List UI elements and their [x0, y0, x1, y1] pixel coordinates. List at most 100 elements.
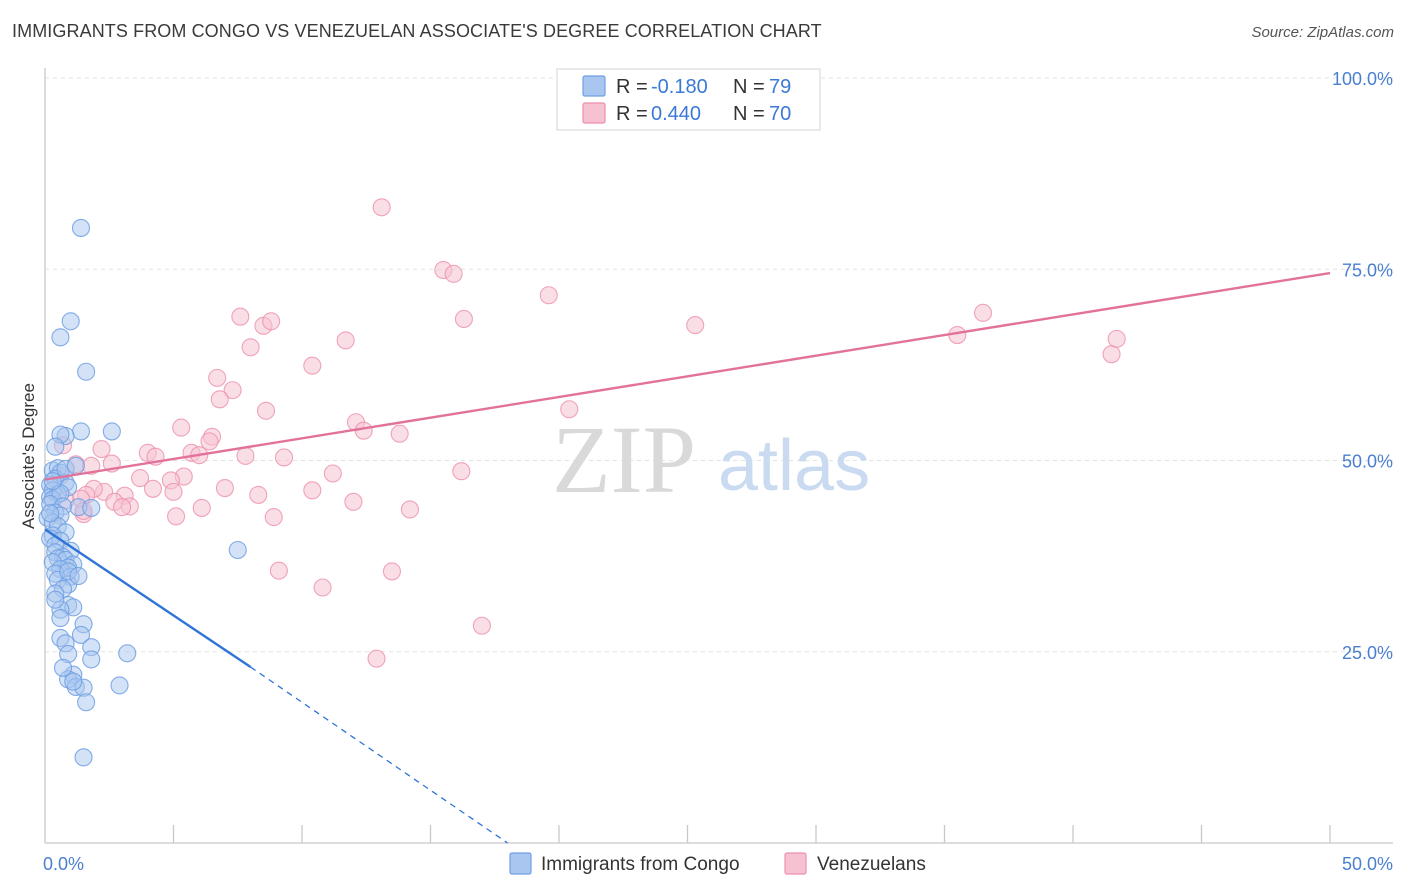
- venezuelans-point-31: [274, 448, 294, 467]
- x-tick-labels: 0.0% 50.0%: [43, 854, 1393, 874]
- bottom-legend-venezuelans: Venezuelans: [817, 854, 926, 875]
- congo-point-5: [71, 422, 91, 441]
- venezuelans-point-64: [269, 561, 288, 580]
- bottom-legend-swatch-venezuelans: [784, 852, 807, 875]
- venezuelans-point-17: [223, 381, 242, 400]
- congo-point-73: [41, 504, 60, 523]
- venezuelans-point-66: [313, 578, 332, 597]
- congo-point-3: [77, 362, 96, 381]
- congo-point-4: [102, 422, 121, 441]
- y-tick-labels: 100.0% 75.0% 50.0% 25.0%: [1332, 69, 1393, 663]
- gridlines: [45, 77, 1393, 653]
- venezuelans-point-58: [192, 498, 211, 517]
- venezuelans-point-26: [200, 432, 219, 451]
- venezuelans-point-9: [973, 303, 993, 322]
- legend-r-label-congo: R =: [616, 76, 648, 98]
- y-tick-label-2: 50.0%: [1342, 452, 1393, 472]
- venezuelans-point-38: [323, 464, 342, 483]
- congo-point-0: [71, 218, 91, 237]
- venezuelans-point-59: [400, 500, 419, 519]
- congo-point-68: [228, 540, 247, 560]
- venezuelans-point-7: [454, 309, 473, 329]
- congo-point-69: [82, 498, 101, 517]
- venezuelans-point-54: [344, 492, 363, 511]
- venezuelans-point-6: [262, 312, 281, 331]
- venezuelans-point-18: [210, 390, 229, 409]
- legend-n-label-venezuelans: N =: [733, 103, 765, 125]
- congo-point-78: [64, 672, 83, 691]
- venezuelans-point-3: [539, 286, 558, 305]
- venezuelans-point-43: [215, 478, 234, 498]
- venezuelans-point-33: [92, 439, 111, 459]
- watermark-atlas: atlas: [718, 426, 870, 506]
- venezuelans-point-65: [382, 562, 402, 581]
- venezuelans-point-46: [164, 482, 183, 501]
- congo-trend-extension: [250, 666, 508, 844]
- venezuelans-point-14: [241, 338, 260, 357]
- congo-point-70: [43, 472, 62, 491]
- venezuelans-point-2: [444, 264, 463, 283]
- bottom-legend-swatch-congo: [509, 852, 532, 875]
- congo-point-75: [69, 566, 88, 586]
- correlation-legend: R = -0.180 N = 79 R = 0.440 N = 70: [556, 68, 821, 131]
- venezuelans-point-20: [560, 400, 579, 419]
- congo-point-2: [51, 328, 70, 347]
- legend-swatch-venezuelans: [582, 102, 606, 124]
- congo-trend-line: [44, 528, 252, 669]
- legend-n-value-congo: 79: [769, 76, 791, 98]
- congo-point-67: [74, 748, 93, 767]
- venezuelans-trend-line: [44, 271, 1331, 481]
- legend-r-value-venezuelans: 0.440: [651, 103, 701, 125]
- venezuelans-point-19: [256, 401, 276, 420]
- venezuelans-point-16: [208, 368, 227, 387]
- legend-n-value-venezuelans: 70: [769, 103, 791, 125]
- legend-swatch-congo: [582, 75, 606, 97]
- venezuelans-point-12: [1107, 329, 1126, 348]
- venezuelans-point-39: [452, 462, 471, 481]
- congo-point-77: [53, 658, 73, 677]
- congo-point-60: [82, 650, 101, 669]
- venezuelans-point-23: [390, 424, 409, 443]
- venezuelans-point-24: [172, 418, 191, 437]
- bottom-legend-congo: Immigrants from Congo: [541, 854, 740, 875]
- watermark-zip: ZIP: [552, 406, 696, 513]
- axes: [44, 68, 1393, 844]
- congo-point-52: [51, 609, 70, 628]
- legend-r-label-venezuelans: R =: [616, 103, 648, 125]
- legend-n-label-congo: N =: [733, 76, 765, 98]
- x-tick-label-1: 50.0%: [1342, 854, 1393, 874]
- congo-point-54: [71, 625, 91, 644]
- venezuelans-point-22: [354, 421, 373, 440]
- congo-points: [38, 218, 247, 767]
- venezuelans-point-61: [167, 507, 186, 526]
- venezuelans-point-45: [143, 479, 162, 498]
- watermark: ZIP atlas: [552, 406, 870, 513]
- venezuelans-point-30: [236, 446, 255, 465]
- venezuelans-point-11: [1102, 345, 1121, 364]
- congo-point-1: [61, 312, 80, 331]
- congo-point-58: [118, 644, 137, 663]
- venezuelans-point-68: [367, 649, 386, 668]
- legend-r-value-congo: -0.180: [651, 76, 708, 98]
- venezuelans-point-13: [336, 331, 355, 350]
- y-tick-label-0: 100.0%: [1332, 69, 1393, 89]
- chart-title: IMMIGRANTS FROM CONGO VS VENEZUELAN ASSO…: [12, 21, 822, 41]
- congo-point-76: [46, 590, 65, 609]
- x-tick-label-0: 0.0%: [43, 854, 84, 874]
- venezuelans-point-8: [686, 316, 705, 335]
- venezuelans-point-57: [113, 498, 132, 517]
- venezuelans-point-44: [303, 481, 322, 500]
- venezuelans-point-47: [249, 485, 268, 504]
- venezuelans-point-41: [131, 469, 150, 488]
- congo-point-66: [77, 693, 96, 712]
- y-tick-label-1: 75.0%: [1342, 260, 1393, 280]
- source-label: Source: ZipAtlas.com: [1251, 24, 1394, 41]
- venezuelans-point-62: [264, 508, 283, 527]
- venezuelans-point-0: [372, 198, 391, 217]
- congo-point-8: [46, 437, 65, 456]
- venezuelans-point-15: [303, 356, 322, 375]
- venezuelans-point-67: [472, 616, 491, 635]
- y-tick-label-3: 25.0%: [1342, 643, 1393, 663]
- trend-lines: [44, 271, 1331, 844]
